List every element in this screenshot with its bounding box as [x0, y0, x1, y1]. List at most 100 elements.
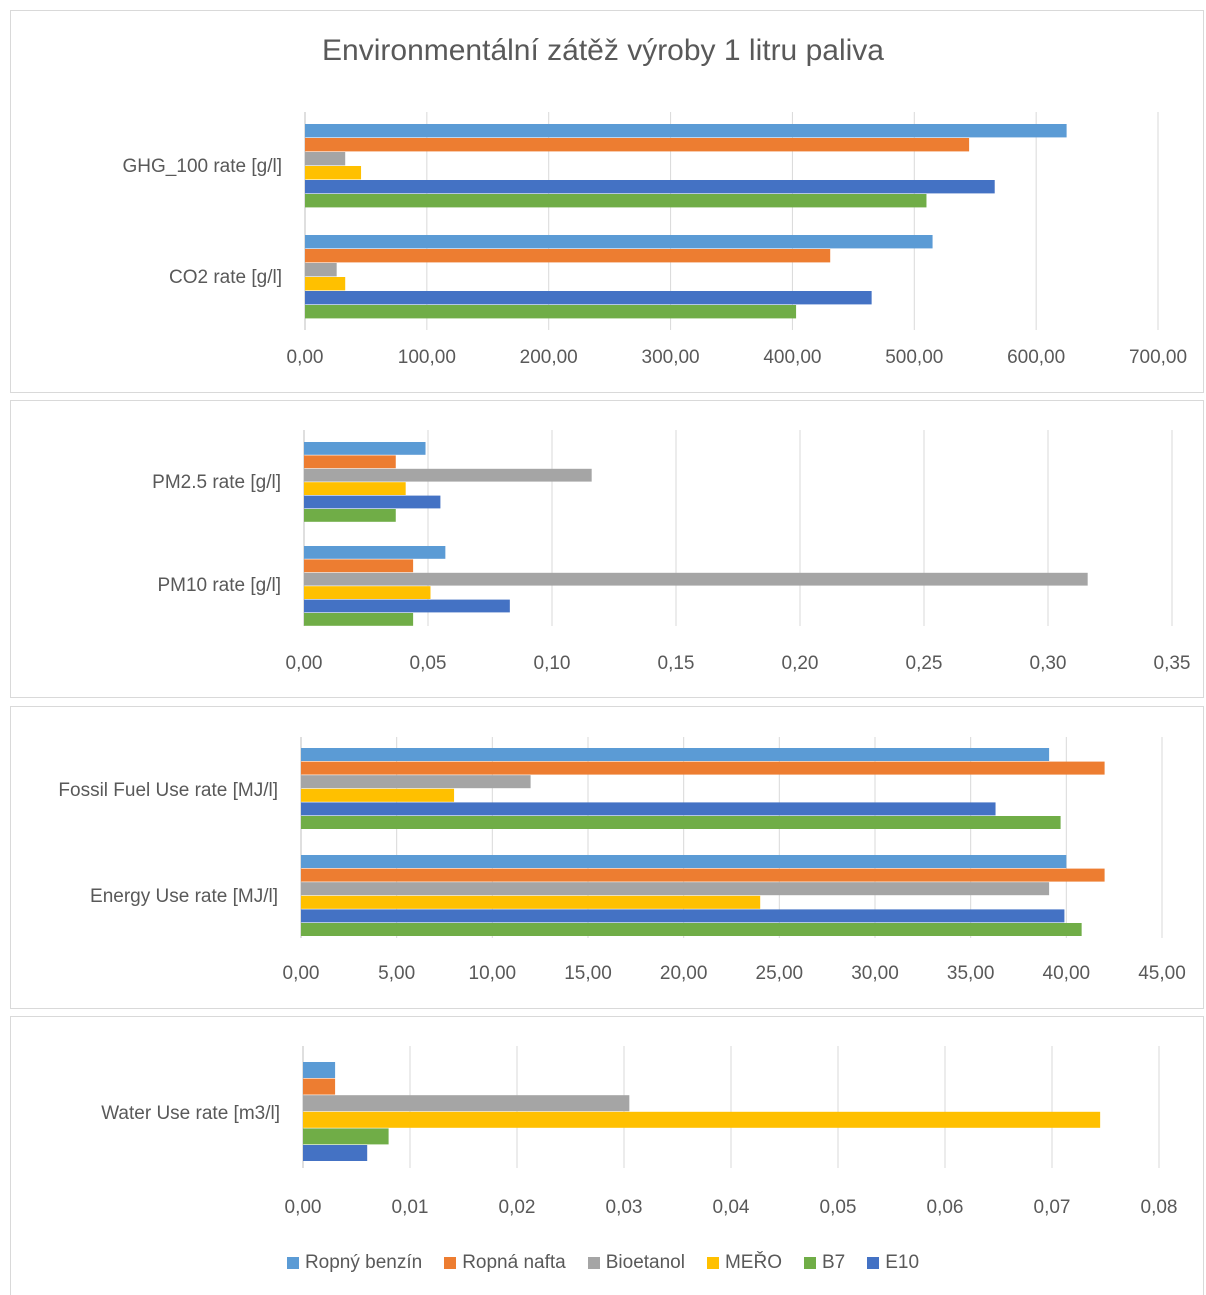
bar: [301, 748, 1050, 761]
category-label: Energy Use rate [MJ/l]: [90, 886, 278, 907]
legend-label: Bioetanol: [605, 1252, 685, 1273]
legend-item: B7: [803, 1252, 846, 1274]
tick-label: 0,00: [285, 1197, 322, 1218]
bar: [305, 291, 872, 305]
tick-label: 0,02: [499, 1197, 536, 1218]
tick-label: 600,00: [1007, 347, 1065, 368]
tick-label: 0,25: [906, 653, 943, 674]
tick-label: 45,00: [1138, 963, 1186, 984]
bar: [303, 1095, 630, 1112]
bar: [304, 455, 396, 469]
tick-label: 700,00: [1129, 347, 1187, 368]
legend-label: Ropná nafta: [462, 1252, 566, 1273]
bar: [304, 559, 414, 573]
bar: [303, 1062, 336, 1078]
category-label: Fossil Fuel Use rate [MJ/l]: [58, 780, 278, 801]
category-label: PM10 rate [g/l]: [157, 575, 281, 596]
tick-label: 0,00: [283, 963, 320, 984]
bar: [305, 235, 933, 249]
bar: [304, 546, 446, 559]
legend-label: E10: [885, 1252, 920, 1273]
bar: [305, 124, 1067, 138]
bar: [301, 923, 1082, 936]
category-label: GHG_100 rate [g/l]: [123, 156, 282, 177]
legend-item: Ropná nafta: [444, 1252, 566, 1274]
bar: [301, 868, 1105, 882]
bar: [304, 599, 510, 613]
bar: [301, 882, 1050, 896]
bar: [304, 586, 431, 599]
tick-label: 0,05: [410, 653, 447, 674]
bar: [301, 788, 455, 802]
bar: [301, 909, 1065, 923]
tick-label: 5,00: [378, 963, 415, 984]
legend-item: MEŘO: [706, 1252, 782, 1274]
bar: [301, 895, 761, 909]
tick-label: 35,00: [947, 963, 995, 984]
tick-label: 0,01: [392, 1197, 429, 1218]
tick-label: 25,00: [756, 963, 804, 984]
tick-label: 0,00: [286, 653, 323, 674]
tick-label: 0,06: [927, 1197, 964, 1218]
legend-swatch: [803, 1257, 816, 1269]
tick-label: 10,00: [469, 963, 517, 984]
tick-label: 0,35: [1154, 653, 1191, 674]
bar: [305, 277, 346, 291]
tick-label: 200,00: [520, 347, 578, 368]
chart-panel-particulates: [10, 400, 1204, 698]
bar: [303, 1078, 336, 1095]
bar: [305, 305, 797, 319]
legend: Ropný benzín Ropná nafta Bioetanol MEŘO B7 E1…: [0, 1252, 1206, 1274]
tick-label: 20,00: [660, 963, 708, 984]
legend-label: Ropný benzín: [304, 1252, 423, 1273]
tick-label: 30,00: [851, 963, 899, 984]
bar: [301, 761, 1105, 775]
legend-swatch: [706, 1257, 719, 1269]
legend-item: Ropný benzín: [286, 1252, 423, 1274]
bar: [305, 249, 831, 263]
bar: [305, 152, 346, 166]
category-label: PM2.5 rate [g/l]: [152, 472, 281, 493]
tick-label: 0,04: [713, 1197, 750, 1218]
bar: [301, 802, 996, 816]
legend-swatch: [286, 1257, 299, 1269]
tick-label: 400,00: [763, 347, 821, 368]
tick-label: 0,05: [820, 1197, 857, 1218]
tick-label: 0,03: [606, 1197, 643, 1218]
tick-label: 100,00: [398, 347, 456, 368]
bar: [304, 495, 441, 509]
bar: [303, 1128, 389, 1145]
bar: [301, 775, 531, 789]
bar: [304, 482, 406, 495]
bar: [305, 166, 362, 180]
tick-label: 0,10: [534, 653, 571, 674]
bar: [301, 816, 1061, 829]
bar: [305, 138, 970, 152]
bar: [305, 194, 927, 208]
bar: [304, 572, 1088, 586]
legend-swatch: [587, 1257, 600, 1269]
legend-item: E10: [867, 1252, 919, 1274]
bar: [304, 468, 592, 482]
bar: [303, 1145, 368, 1161]
legend-label: MEŘO: [724, 1252, 782, 1273]
tick-label: 0,30: [1030, 653, 1067, 674]
bar: [305, 263, 337, 277]
tick-label: 0,08: [1141, 1197, 1178, 1218]
chart-panel-water: [10, 1016, 1204, 1295]
legend-swatch: [867, 1257, 880, 1269]
tick-label: 0,07: [1034, 1197, 1071, 1218]
bar: [304, 613, 414, 626]
legend-swatch: [444, 1257, 457, 1269]
bar: [304, 509, 396, 522]
category-label: CO2 rate [g/l]: [169, 267, 282, 288]
tick-label: 500,00: [885, 347, 943, 368]
bar: [301, 855, 1067, 868]
bar: [303, 1111, 1101, 1128]
tick-label: 300,00: [642, 347, 700, 368]
legend-label: B7: [821, 1252, 846, 1273]
tick-label: 0,15: [658, 653, 695, 674]
tick-label: 40,00: [1043, 963, 1091, 984]
tick-label: 15,00: [564, 963, 612, 984]
